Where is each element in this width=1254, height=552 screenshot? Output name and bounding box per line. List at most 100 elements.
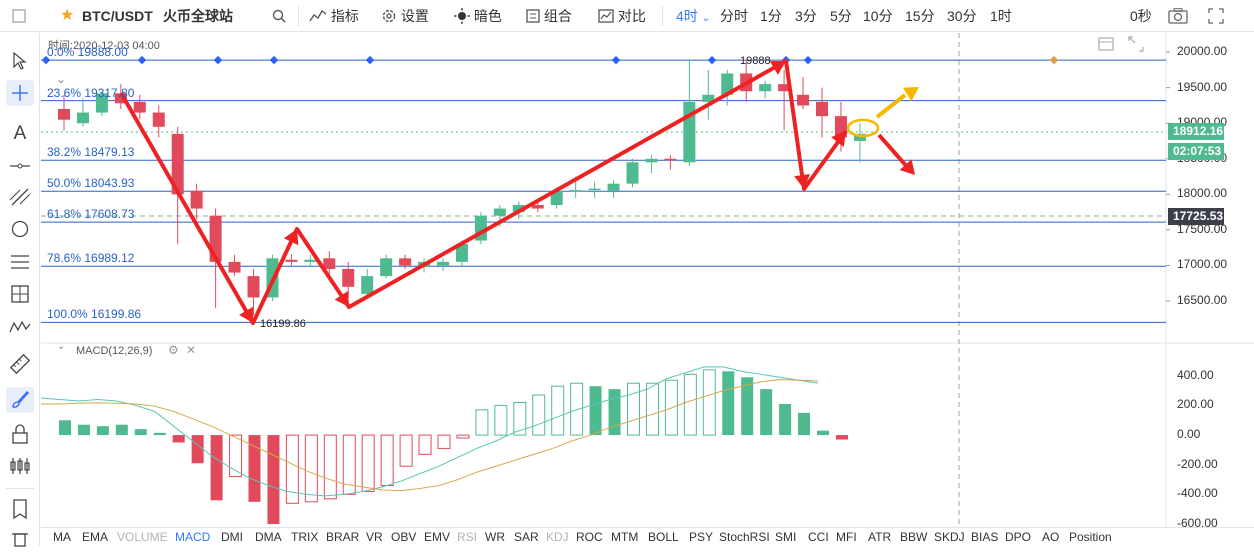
arrowhead[interactable] bbox=[831, 131, 846, 147]
candle-body bbox=[58, 109, 70, 120]
interval-selector[interactable]: 4时 ⌄ bbox=[676, 0, 710, 32]
dark-mode-button[interactable]: 暗色 bbox=[454, 0, 502, 32]
arrowhead[interactable] bbox=[769, 61, 786, 75]
forecast-arrow-up[interactable] bbox=[875, 93, 907, 119]
candle-body bbox=[285, 259, 298, 262]
camera-icon[interactable] bbox=[1168, 0, 1188, 32]
indicator-ema[interactable]: EMA bbox=[82, 530, 109, 544]
delete-drawings-icon[interactable] bbox=[6, 526, 34, 552]
arrowhead[interactable] bbox=[283, 229, 299, 246]
indicator-trix[interactable]: TRIX bbox=[291, 530, 319, 544]
horizontal-line-icon[interactable] bbox=[6, 153, 34, 179]
macd-collapse-chevron-icon[interactable]: ⌄ bbox=[57, 341, 66, 352]
indicator-ao[interactable]: AO bbox=[1042, 530, 1060, 544]
macd-axis-label: 200.00 bbox=[1177, 397, 1214, 412]
candle-body bbox=[853, 133, 866, 141]
macd-histogram-bar bbox=[285, 434, 299, 504]
indicator-smi[interactable]: SMI bbox=[775, 530, 797, 544]
bookmark-icon[interactable] bbox=[6, 496, 34, 522]
settings-button[interactable]: 设置 bbox=[381, 0, 429, 32]
candle-body bbox=[342, 269, 355, 287]
indicator-wr[interactable]: WR bbox=[485, 530, 505, 544]
maximize-pane-icon[interactable] bbox=[1128, 36, 1144, 55]
indicator-rsi[interactable]: RSI bbox=[457, 530, 478, 544]
indicator-cci[interactable]: CCI bbox=[808, 530, 829, 544]
fib-retracement[interactable] bbox=[41, 55, 1166, 323]
indicator-position[interactable]: Position bbox=[1069, 530, 1112, 544]
brush-icon[interactable] bbox=[6, 387, 34, 413]
indicator-dmi[interactable]: DMI bbox=[221, 530, 243, 544]
indicator-dma[interactable]: DMA bbox=[255, 530, 282, 544]
chart-canvas[interactable] bbox=[41, 33, 1254, 527]
highlight-circle[interactable] bbox=[846, 118, 880, 138]
trend-line-icon[interactable] bbox=[6, 184, 34, 210]
indicator-stochrsi[interactable]: StochRSI bbox=[719, 530, 770, 544]
macd-histogram-bar bbox=[779, 403, 792, 436]
macd-close-icon[interactable]: ✕ bbox=[186, 343, 197, 357]
interval-item[interactable]: 10分 bbox=[863, 8, 893, 24]
arrowhead[interactable] bbox=[334, 290, 349, 307]
indicator-psy[interactable]: PSY bbox=[689, 530, 714, 544]
circle-shape-icon[interactable] bbox=[6, 216, 34, 242]
crosshair-icon[interactable] bbox=[6, 80, 34, 106]
indicators-button[interactable]: 指标 bbox=[309, 0, 359, 32]
arrowhead[interactable] bbox=[899, 159, 915, 175]
arrowhead[interactable] bbox=[794, 174, 810, 189]
text-tool-icon[interactable]: A bbox=[13, 123, 27, 144]
grid-lines bbox=[41, 33, 1254, 527]
indicator-skdj[interactable]: SKDJ bbox=[934, 530, 965, 544]
combo-button[interactable]: 组合 bbox=[526, 0, 572, 32]
interval-item[interactable]: 30分 bbox=[947, 8, 977, 24]
indicator-atr[interactable]: ATR bbox=[868, 530, 892, 544]
candle-body bbox=[437, 261, 449, 266]
indicator-macd[interactable]: MACD bbox=[175, 530, 211, 544]
indicator-kdj[interactable]: KDJ bbox=[546, 530, 569, 544]
forecast-arrow-down[interactable] bbox=[877, 133, 911, 171]
indicator-volume[interactable]: VOLUME bbox=[117, 530, 168, 544]
candle-body bbox=[759, 84, 772, 92]
search-icon[interactable] bbox=[272, 0, 286, 32]
indicator-brar[interactable]: BRAR bbox=[326, 530, 360, 544]
ruler-icon[interactable] bbox=[6, 351, 34, 377]
layout-icon[interactable] bbox=[1098, 36, 1114, 55]
indicator-obv[interactable]: OBV bbox=[391, 530, 417, 544]
fib-retracement-icon[interactable] bbox=[6, 249, 34, 275]
favorite-star-icon[interactable]: ★ bbox=[60, 7, 75, 24]
pane-collapse-chevron-icon[interactable]: ⌄ bbox=[56, 72, 67, 86]
interval-item[interactable]: 5分 bbox=[830, 8, 852, 24]
indicator-bbw[interactable]: BBW bbox=[900, 530, 928, 544]
indicator-mfi[interactable]: MFI bbox=[836, 530, 857, 544]
user-drawings[interactable] bbox=[119, 59, 919, 325]
macd-histogram-bar bbox=[817, 430, 829, 436]
fib-anchor-marker[interactable] bbox=[269, 55, 279, 65]
interval-item[interactable]: 1时 bbox=[990, 8, 1012, 24]
compare-button[interactable]: 对比 bbox=[598, 0, 646, 32]
indicator-vr[interactable]: VR bbox=[366, 530, 383, 544]
indicator-roc[interactable]: ROC bbox=[576, 530, 603, 544]
wave-pattern-icon[interactable] bbox=[6, 314, 34, 340]
interval-item[interactable]: 分时 bbox=[720, 8, 748, 24]
hide-drawings-icon[interactable] bbox=[6, 453, 34, 479]
indicator-mtm[interactable]: MTM bbox=[611, 530, 639, 544]
interval-item[interactable]: 3分 bbox=[795, 8, 817, 24]
indicator-boll[interactable]: BOLL bbox=[648, 530, 679, 544]
arrowhead[interactable] bbox=[902, 87, 919, 102]
arrowhead[interactable] bbox=[239, 306, 253, 323]
symbol-name[interactable]: BTC/USDT bbox=[82, 8, 153, 24]
cursor-arrow-icon[interactable] bbox=[6, 48, 34, 74]
expand-icon[interactable] bbox=[1208, 0, 1224, 32]
indicator-ma[interactable]: MA bbox=[53, 530, 71, 544]
fib-anchor-marker[interactable] bbox=[365, 55, 375, 65]
indicator-dpo[interactable]: DPO bbox=[1005, 530, 1032, 544]
pattern-grid-icon[interactable] bbox=[6, 281, 34, 307]
fullscreen-toggle-icon[interactable] bbox=[12, 0, 26, 32]
interval-item[interactable]: 1分 bbox=[760, 8, 782, 24]
fib-anchor-marker[interactable] bbox=[41, 55, 51, 65]
lock-icon[interactable] bbox=[6, 421, 34, 447]
price-axis-label: 19500.00 bbox=[1177, 79, 1228, 94]
indicator-bias[interactable]: BIAS bbox=[971, 530, 999, 544]
indicator-emv[interactable]: EMV bbox=[424, 530, 451, 544]
indicator-sar[interactable]: SAR bbox=[514, 530, 539, 544]
macd-settings-icon[interactable]: ⚙ bbox=[168, 343, 179, 357]
interval-item[interactable]: 15分 bbox=[905, 8, 935, 24]
